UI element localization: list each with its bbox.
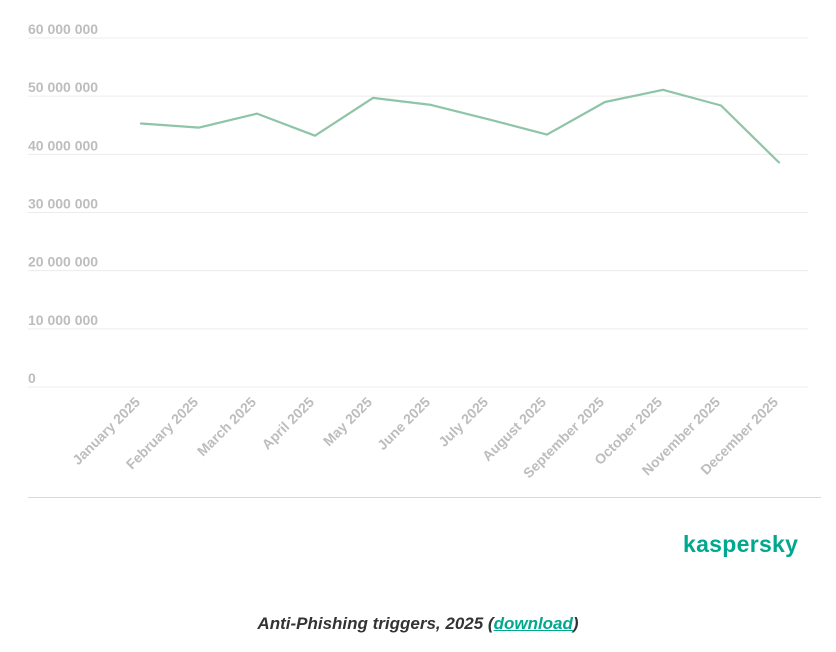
chart-divider [28,497,821,498]
x-tick-label: May 2025 [320,394,375,449]
gridlines [28,37,808,388]
chart-caption: Anti-Phishing triggers, 2025 (download) [0,614,836,634]
line-chart: 0 10 000 000 20 000 000 30 000 000 40 000 00… [28,21,808,481]
y-axis-tick-labels: 0 10 000 000 20 000 000 30 000 000 40 000 00… [28,21,98,386]
x-tick-label: March 2025 [194,394,259,459]
y-tick-label: 20 000 000 [28,254,98,270]
y-tick-label: 10 000 000 [28,312,98,328]
series-layer [139,88,781,164]
x-tick-label: July 2025 [435,394,491,450]
y-tick-label: 30 000 000 [28,196,98,212]
download-link[interactable]: download [493,614,573,633]
y-tick-label: 0 [28,370,36,386]
y-tick-label: 40 000 000 [28,137,98,153]
y-tick-label: 60 000 000 [28,21,98,37]
y-tick-label: 50 000 000 [28,79,98,95]
x-tick-label: April 2025 [258,394,317,453]
caption-text: Anti-Phishing triggers, 2025 ( [257,614,494,633]
x-tick-label: June 2025 [374,394,433,453]
series-line [139,88,781,164]
kaspersky-logo: kaspersky [683,531,799,557]
caption-close: ) [572,614,579,633]
